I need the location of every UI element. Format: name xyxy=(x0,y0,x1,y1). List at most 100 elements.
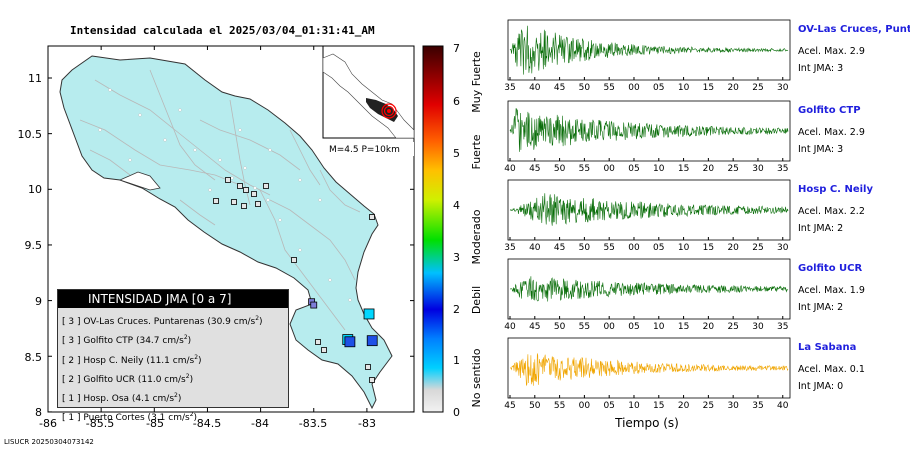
legend-item: [ 1 ] Puerto Cortes (3.1 cm/s2) xyxy=(62,407,288,426)
town-dot xyxy=(266,198,270,202)
waveform-panel: 40 45 50 55 00 05 10 15 20 25 30 35 Golfito UCR Acel.… xyxy=(504,258,865,332)
waveform-tick-label: 10 xyxy=(678,243,690,253)
road-line xyxy=(179,199,216,226)
waveform-tick-label: 20 xyxy=(727,83,739,93)
legend-item-sup: 2 xyxy=(183,334,188,342)
y-tick-label: 8 xyxy=(35,406,42,419)
station-marker-non-felt xyxy=(369,214,375,220)
station-marker-non-felt xyxy=(369,377,375,383)
road-line xyxy=(89,149,131,176)
waveform-panel: 35 40 45 50 55 00 05 10 15 20 25 30 Hosp C. Neily Ace… xyxy=(504,179,873,253)
station-name-label: Hosp C. Neily xyxy=(798,184,873,195)
y-tick-label: 9 xyxy=(35,295,42,308)
legend-item: [ 2 ] Hosp C. Neily (11.1 cm/s2) xyxy=(62,350,288,369)
waveform-tick-label: 15 xyxy=(678,322,689,332)
station-marker-non-felt xyxy=(231,199,237,205)
waveform-tick-label: 40 xyxy=(529,243,541,253)
x-tick-label: -85.5 xyxy=(86,417,114,430)
y-tick-label: 9.5 xyxy=(25,239,43,252)
waveform-panel: 45 50 55 00 05 10 15 20 25 30 35 40 La Sabana Acel. M… xyxy=(504,337,865,411)
station-acel-label: Acel. Max. 0.1 xyxy=(798,364,865,375)
map-title: Intensidad calculada el 2025/03/04_01:31… xyxy=(70,24,375,37)
road-line xyxy=(149,69,216,181)
waveform-tick-label: 55 xyxy=(603,83,614,93)
waveform-tick-label: 05 xyxy=(628,164,639,174)
road-line xyxy=(79,119,241,186)
waveform-tick-label: 00 xyxy=(628,243,640,253)
station-marker xyxy=(310,301,318,309)
station-jma-label: Int JMA: 0 xyxy=(798,381,843,392)
road-line xyxy=(289,129,321,186)
station-acel-label: Acel. Max. 2.9 xyxy=(798,127,865,138)
station-name-label: La Sabana xyxy=(798,342,856,353)
town-dot xyxy=(208,188,212,192)
x-tick-label: -83 xyxy=(358,417,376,430)
costa-rica-land xyxy=(59,55,393,410)
nicoya-gulf xyxy=(118,171,161,191)
station-acel-label: Acel. Max. 1.9 xyxy=(798,285,865,296)
intensity-legend: INTENSIDAD JMA [0 a 7] [ 3 ] OV-Las Cruc… xyxy=(57,289,289,423)
legend-item-station: Puerto Cortes (3.1 cm/s xyxy=(83,413,190,424)
legend-item-station: Golfito CTP (34.7 cm/s xyxy=(83,336,184,347)
waveform-tick-label: 35 xyxy=(504,83,515,93)
waveform-tick-label: 15 xyxy=(678,164,689,174)
waveform-panel: 35 40 45 50 55 00 05 10 15 20 25 30 OV-Las Cruces, P… xyxy=(504,19,910,93)
station-marker-non-felt xyxy=(365,364,371,370)
legend-item-level: [ 3 ] xyxy=(62,336,84,347)
station-marker-non-felt xyxy=(237,183,243,189)
waveform-tick-label: 45 xyxy=(554,83,565,93)
waveform-tick-label: 25 xyxy=(727,322,738,332)
waveform-tick-label: 30 xyxy=(777,83,789,93)
x-tick-label: -84.5 xyxy=(193,417,221,430)
legend-item-close: ) xyxy=(198,355,202,366)
town-dot xyxy=(98,128,102,132)
legend-item-sup: 2 xyxy=(185,372,190,380)
station-marker-non-felt xyxy=(255,201,261,207)
town-dot xyxy=(253,186,257,190)
waveform-tick-label: 25 xyxy=(703,401,714,411)
waveform-tick-label: 55 xyxy=(579,164,590,174)
waveform-tick-label: 40 xyxy=(777,401,789,411)
waveform-tick-label: 10 xyxy=(653,322,665,332)
waveform-tick-label: 40 xyxy=(529,83,541,93)
station-markers xyxy=(213,177,378,383)
y-tick-label: 8.5 xyxy=(25,351,43,364)
station-name-label: Golfito CTP xyxy=(798,105,861,116)
legend-item: [ 3 ] OV-Las Cruces. Puntarenas (30.9 cm… xyxy=(62,311,288,330)
legend-item-level: [ 1 ] xyxy=(62,413,84,424)
legend-item-station: OV-Las Cruces. Puntarenas (30.9 cm/s xyxy=(83,317,256,327)
epicenter-icon-core xyxy=(387,109,391,113)
legend-item-close: ) xyxy=(189,374,194,385)
road-line xyxy=(269,199,356,281)
waveform-tick-label: 30 xyxy=(777,243,789,253)
waveform-trace xyxy=(509,25,789,75)
station-marker xyxy=(344,336,356,348)
town-dot xyxy=(318,198,322,202)
legend-item-sup: 2 xyxy=(189,411,194,419)
waveform-tick-label: 10 xyxy=(628,401,640,411)
waveform-tick-label: 35 xyxy=(504,243,515,253)
waveform-tick-label: 55 xyxy=(579,322,590,332)
town-dot xyxy=(268,148,272,152)
waveform-tick-label: 20 xyxy=(703,322,715,332)
waveform-tick-label: 15 xyxy=(703,243,714,253)
waveform-tick-label: 40 xyxy=(504,322,516,332)
station-jma-label: Int JMA: 2 xyxy=(798,223,843,234)
waveform-tick-label: 20 xyxy=(678,401,690,411)
station-marker-non-felt xyxy=(263,183,269,189)
waveform-tick-label: 35 xyxy=(752,401,763,411)
legend-item-station: Hosp C. Neily (11.1 cm/s xyxy=(83,355,195,366)
road-line xyxy=(94,79,271,196)
waveform-tick-label: 05 xyxy=(603,401,614,411)
waveform-tick-label: 45 xyxy=(554,243,565,253)
waveform-tick-label: 45 xyxy=(529,164,540,174)
waveform-tick-label: 00 xyxy=(579,401,591,411)
waveform-tick-label: 55 xyxy=(554,401,565,411)
town-dot xyxy=(218,158,222,162)
station-jma-label: Int JMA: 3 xyxy=(798,63,843,74)
town-dot xyxy=(243,166,247,170)
y-tick-label: 10.5 xyxy=(18,128,43,141)
waveform-trace xyxy=(509,108,789,152)
inset-label: M=4.5 P=10km xyxy=(329,145,400,155)
